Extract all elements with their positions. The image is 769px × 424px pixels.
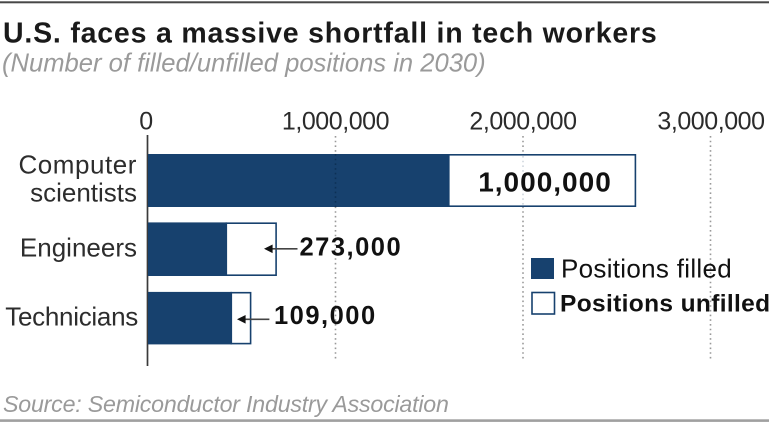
svg-text:scientists: scientists bbox=[30, 178, 137, 208]
svg-text:1,000,000: 1,000,000 bbox=[478, 167, 612, 198]
svg-text:0: 0 bbox=[139, 108, 152, 136]
svg-text:Engineers: Engineers bbox=[20, 233, 137, 263]
svg-text:Positions unfilled: Positions unfilled bbox=[560, 290, 769, 317]
svg-text:3,000,000: 3,000,000 bbox=[657, 108, 764, 136]
svg-text:2,000,000: 2,000,000 bbox=[469, 108, 576, 136]
svg-text:Positions filled: Positions filled bbox=[561, 253, 732, 283]
svg-text:1,000,000: 1,000,000 bbox=[282, 108, 389, 136]
svg-text:Source: Semiconductor Industry: Source: Semiconductor Industry Associati… bbox=[3, 391, 449, 417]
svg-text:109,000: 109,000 bbox=[274, 302, 377, 330]
svg-text:(Number of filled/unfilled pos: (Number of filled/unfilled positions in … bbox=[2, 50, 486, 78]
svg-text:Technicians: Technicians bbox=[5, 301, 138, 331]
svg-text:U.S. faces a massive shortfall: U.S. faces a massive shortfall in tech w… bbox=[3, 18, 658, 50]
svg-text:273,000: 273,000 bbox=[300, 233, 403, 261]
svg-text:Computer: Computer bbox=[18, 149, 137, 179]
